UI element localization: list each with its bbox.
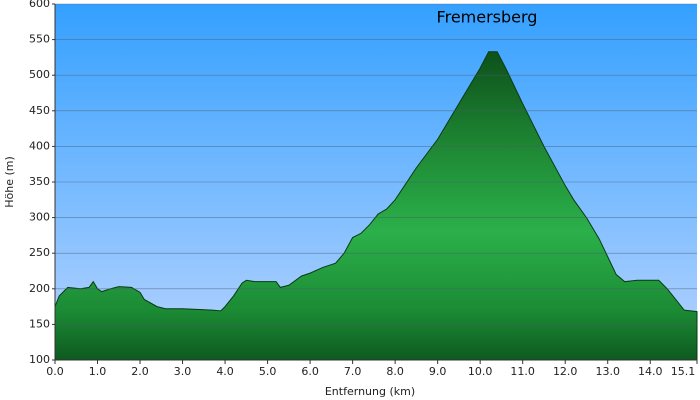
y-tick-label: 250 (29, 246, 50, 259)
x-tick-label: 2.0 (131, 365, 149, 378)
y-tick-label: 500 (29, 68, 50, 81)
x-tick-label: 12.0 (553, 365, 578, 378)
x-tick-label: 8.0 (386, 365, 404, 378)
y-tick-label: 300 (29, 211, 50, 224)
y-tick-label: 450 (29, 104, 50, 117)
x-tick-label: 0.0 (46, 365, 64, 378)
y-tick-label: 400 (29, 139, 50, 152)
x-tick-label: 4.0 (216, 365, 234, 378)
x-axis-label: Entfernung (km) (325, 385, 415, 398)
y-tick-label: 550 (29, 33, 50, 46)
x-tick-label: 13.0 (595, 365, 620, 378)
x-tick-label: 11.0 (510, 365, 535, 378)
x-tick-label: 3.0 (174, 365, 192, 378)
y-axis-label: Höhe (m) (3, 156, 16, 208)
x-tick-label: 15.1 (671, 365, 696, 378)
y-tick-label: 350 (29, 175, 50, 188)
x-tick-label: 9.0 (429, 365, 447, 378)
y-tick-label: 200 (29, 282, 50, 295)
x-tick-label: 1.0 (89, 365, 107, 378)
y-tick-label: 600 (29, 0, 50, 10)
y-tick-label: 100 (29, 353, 50, 366)
x-tick-label: 7.0 (344, 365, 362, 378)
x-tick-label: 14.0 (638, 365, 663, 378)
x-tick-label: 10.0 (468, 365, 493, 378)
chart-title: Fremersberg (437, 8, 538, 27)
x-tick-label: 6.0 (301, 365, 319, 378)
y-tick-label: 150 (29, 317, 50, 330)
x-tick-label: 5.0 (259, 365, 277, 378)
